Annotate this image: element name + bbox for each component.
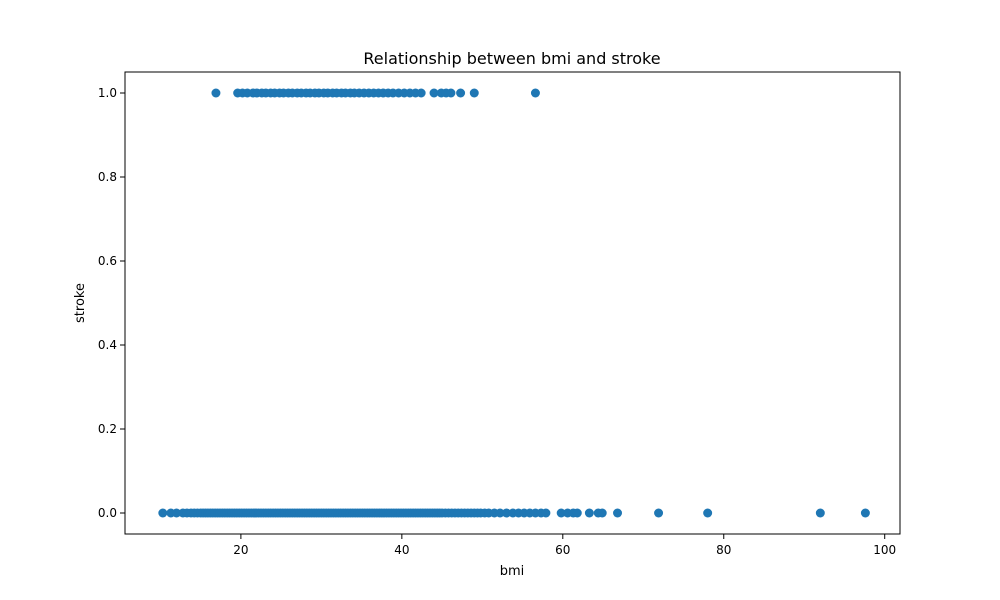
x-axis-label: bmi (500, 564, 525, 579)
data-point (429, 88, 439, 98)
data-point (541, 508, 551, 518)
data-point (501, 508, 511, 518)
x-tick-label: 20 (233, 543, 248, 557)
data-point (584, 508, 594, 518)
x-tick-label: 80 (716, 543, 731, 557)
data-points (158, 88, 870, 518)
y-axis-ticks: 0.0 0.2 0.4 0.6 0.8 1.0 (98, 86, 125, 520)
data-point (613, 508, 623, 518)
data-point (572, 508, 582, 518)
y-tick-label: 1.0 (98, 86, 117, 100)
y-tick-label: 0.8 (98, 170, 117, 184)
data-point (158, 508, 168, 518)
data-point (815, 508, 825, 518)
y-tick-label: 0.4 (98, 338, 117, 352)
x-tick-label: 60 (555, 543, 570, 557)
data-point (469, 88, 479, 98)
y-tick-label: 0.6 (98, 254, 117, 268)
chart-title: Relationship between bmi and stroke (363, 49, 660, 68)
data-point (446, 88, 456, 98)
x-tick-label: 40 (394, 543, 409, 557)
x-tick-label: 100 (873, 543, 896, 557)
data-point (703, 508, 713, 518)
plot-frame (124, 71, 901, 535)
data-point (654, 508, 664, 518)
y-tick-label: 0.0 (98, 506, 117, 520)
data-point (860, 508, 870, 518)
x-axis-ticks: 20 40 60 80 100 (233, 534, 896, 557)
data-point (211, 88, 221, 98)
data-point (530, 88, 540, 98)
data-point (172, 508, 182, 518)
y-axis-label: stroke (73, 283, 88, 323)
data-point (597, 508, 607, 518)
data-point (495, 508, 505, 518)
data-point (556, 508, 566, 518)
data-point (416, 88, 426, 98)
y-tick-label: 0.2 (98, 422, 117, 436)
data-point (456, 88, 466, 98)
